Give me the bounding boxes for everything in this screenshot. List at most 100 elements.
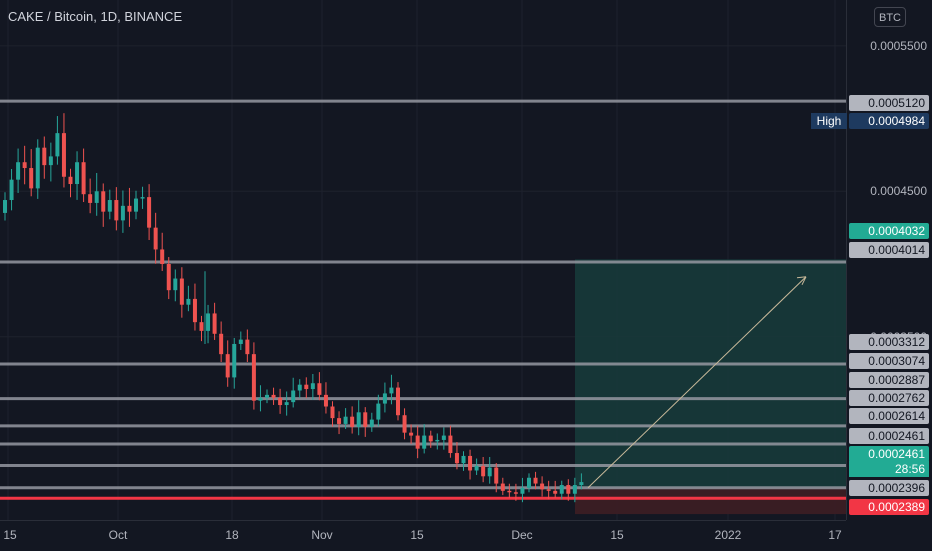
candle-body: [192, 298, 197, 323]
candle-body: [474, 466, 479, 471]
time-label: Dec: [511, 528, 533, 542]
candle-body: [507, 490, 512, 493]
time-label: Oct: [108, 528, 128, 542]
candle-body: [468, 455, 473, 471]
candle-body: [101, 191, 106, 212]
time-label: 15: [3, 528, 17, 542]
candle-body: [212, 313, 217, 334]
candle-body: [382, 393, 387, 404]
price-label: 0.0002762: [849, 390, 929, 406]
candle-body: [533, 477, 538, 484]
candle-body: [304, 384, 309, 390]
price-label: 0.0003312: [849, 334, 929, 350]
candle-body: [88, 194, 93, 203]
candle-body: [572, 485, 577, 494]
price-label: 0.0002396: [849, 480, 929, 496]
candle-body: [245, 339, 250, 355]
candle-body: [566, 485, 571, 494]
candle-body: [330, 406, 335, 419]
candle-body: [265, 394, 269, 398]
price-tick: 0.0004500: [870, 184, 927, 199]
price-label: 0.0002461: [849, 428, 929, 444]
candle-body: [428, 435, 433, 442]
candle-body: [323, 394, 328, 407]
candle-body: [422, 435, 427, 449]
time-axis[interactable]: 15 Oct 18 Nov 15 Dec 15 2022 17: [0, 520, 846, 551]
candle-body: [48, 156, 53, 166]
time-label: 17: [828, 528, 842, 542]
price-label: 0.0002614: [849, 408, 929, 424]
candle-body: [219, 333, 224, 355]
candle-body: [179, 278, 184, 305]
price-tick: 0.0005500: [870, 38, 927, 53]
bar-countdown: 28:56: [849, 461, 929, 477]
candle-body: [415, 435, 420, 449]
candle-body: [297, 384, 302, 391]
candle-body: [160, 249, 165, 264]
candle-body: [317, 383, 322, 395]
candle-body: [258, 397, 263, 401]
candle-body: [186, 298, 191, 305]
candle-body: [579, 482, 584, 486]
candle-body: [35, 147, 40, 189]
high-tag: High: [811, 113, 847, 129]
candle-body: [461, 455, 466, 464]
candle-body: [559, 485, 564, 494]
candle-body: [343, 416, 348, 424]
candle-body: [553, 490, 558, 494]
candle-body: [134, 198, 138, 212]
candle-body: [147, 197, 152, 228]
candle-body: [376, 403, 381, 420]
candle-body: [527, 477, 531, 488]
candle-body: [487, 467, 492, 477]
candle-body: [238, 339, 243, 344]
time-label: Nov: [311, 528, 333, 542]
symbol-title[interactable]: CAKE / Bitcoin, 1D, BINANCE: [8, 9, 183, 24]
target-zone: [575, 259, 846, 488]
candle-body: [441, 435, 446, 440]
price-label: 0.0004984: [849, 113, 929, 129]
candle-body: [16, 162, 21, 180]
time-label: 15: [610, 528, 624, 542]
price-label: 0.0004014: [849, 242, 929, 258]
price-label: 0.0002389: [849, 499, 929, 515]
candle-body: [173, 278, 178, 291]
candle-body: [402, 415, 407, 433]
candle-body: [107, 200, 112, 212]
candle-body: [22, 162, 27, 169]
price-chart[interactable]: [0, 0, 846, 520]
price-label: 0.0003074: [849, 353, 929, 369]
price-axis[interactable]: 0.00055000.00045000.00035000.00051200.00…: [846, 0, 932, 520]
stop-zone: [575, 487, 846, 515]
candle-body: [540, 483, 545, 490]
candle-body: [75, 162, 80, 185]
candle-body: [337, 418, 342, 424]
price-label: 0.0005120: [849, 95, 929, 111]
candle-body: [310, 383, 315, 390]
candle-body: [356, 412, 361, 427]
candle-body: [3, 200, 7, 213]
price-label: 0.0004032: [849, 223, 929, 239]
candle-body: [114, 200, 119, 221]
time-label: 15: [410, 528, 424, 542]
candle-body: [409, 432, 414, 436]
chart-area[interactable]: CAKE / Bitcoin, 1D, BINANCE: [0, 0, 846, 520]
candle-body: [369, 419, 374, 427]
candle-body: [291, 390, 296, 403]
candle-body: [546, 489, 551, 491]
price-label: 0.0002461: [849, 446, 929, 462]
candle-body: [61, 133, 66, 177]
candle-body: [284, 402, 289, 406]
candle-body: [166, 264, 171, 291]
projection-arrow: [587, 276, 807, 489]
candle-body: [9, 179, 14, 201]
currency-button[interactable]: BTC: [874, 7, 906, 27]
candle-body: [81, 162, 86, 195]
candle-body: [271, 394, 276, 398]
time-label: 2022: [714, 528, 742, 542]
time-label: 18: [225, 528, 239, 542]
candle-body: [481, 466, 486, 477]
candle-body: [278, 397, 283, 406]
candle-body: [435, 439, 440, 442]
candle-body: [199, 322, 204, 331]
